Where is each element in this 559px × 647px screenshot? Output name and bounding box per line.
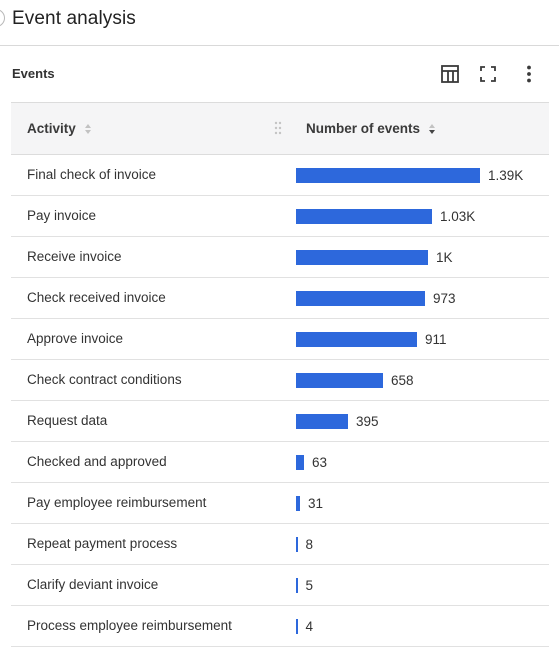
activity-cell: Repeat payment process [27, 536, 178, 551]
events-cell: 658 [296, 360, 414, 400]
event-count-bar [296, 413, 348, 429]
fullscreen-icon [480, 66, 496, 82]
page-title: Event analysis [12, 8, 136, 29]
event-count-label: 4 [305, 618, 314, 634]
activity-cell: Pay invoice [27, 208, 97, 223]
events-cell: 911 [296, 319, 447, 359]
table-row[interactable]: Pay invoice 1.03K [11, 196, 549, 237]
more-options-button[interactable] [518, 63, 540, 85]
activity-cell: Check contract conditions [27, 372, 182, 387]
event-count-bar [296, 372, 383, 388]
event-count-label: 8 [305, 536, 314, 552]
table-row[interactable]: Receive invoice 1K [11, 237, 549, 278]
more-vertical-icon [527, 65, 531, 83]
table-view-button[interactable] [439, 63, 461, 85]
events-cell: 1.39K [296, 155, 523, 195]
event-count-label: 1K [436, 249, 453, 265]
events-cell: 5 [296, 565, 313, 605]
table-row[interactable]: Request data 395 [11, 401, 549, 442]
event-count-label: 5 [305, 577, 314, 593]
activity-cell: Request data [27, 413, 108, 428]
window-edge-circle [0, 9, 5, 27]
table-row[interactable]: Repeat payment process 8 [11, 524, 549, 565]
column-resize-handle-icon[interactable] [273, 121, 283, 140]
table-row[interactable]: Clarify deviant invoice 5 [11, 565, 549, 606]
event-count-label: 1.03K [440, 208, 476, 224]
event-count-bar [296, 536, 298, 552]
activity-cell: Clarify deviant invoice [27, 577, 159, 592]
fullscreen-button[interactable] [477, 63, 499, 85]
events-cell: 1.03K [296, 196, 475, 236]
event-count-bar [296, 618, 298, 634]
activity-cell: Approve invoice [27, 331, 124, 346]
sort-both-icon[interactable] [84, 123, 92, 135]
activity-cell: Final check of invoice [27, 167, 157, 182]
event-count-bar [296, 495, 300, 511]
activity-cell: Receive invoice [27, 249, 122, 264]
events-cell: 395 [296, 401, 379, 441]
table-row[interactable]: Check received invoice 973 [11, 278, 549, 319]
table-row[interactable]: Check contract conditions 658 [11, 360, 549, 401]
table-row[interactable]: Checked and approved 63 [11, 442, 549, 483]
event-count-label: 911 [425, 331, 447, 347]
events-cell: 4 [296, 606, 313, 646]
column-header-events[interactable]: Number of events [306, 103, 436, 154]
table-row[interactable]: Approve invoice 911 [11, 319, 549, 360]
events-table: Activity Number of events [11, 102, 549, 647]
table-header: Activity Number of events [11, 102, 549, 155]
event-count-bar [296, 167, 480, 183]
event-count-label: 658 [391, 372, 414, 388]
table-row[interactable]: Process employee reimbursement 4 [11, 606, 549, 647]
event-count-bar [296, 208, 432, 224]
event-count-bar [296, 454, 304, 470]
events-cell: 1K [296, 237, 453, 277]
header-divider [0, 45, 559, 46]
events-cell: 973 [296, 278, 456, 318]
panel-title: Events [12, 66, 55, 81]
column-header-activity[interactable]: Activity [27, 103, 92, 154]
events-cell: 8 [296, 524, 313, 564]
activity-cell: Checked and approved [27, 454, 167, 469]
event-count-label: 31 [308, 495, 324, 511]
event-count-label: 1.39K [488, 167, 524, 183]
event-count-bar [296, 249, 428, 265]
event-count-label: 395 [356, 413, 379, 429]
table-row[interactable]: Pay employee reimbursement 31 [11, 483, 549, 524]
event-count-bar [296, 290, 425, 306]
event-count-bar [296, 331, 417, 347]
table-icon [441, 65, 459, 83]
events-cell: 63 [296, 442, 327, 482]
column-header-activity-label: Activity [27, 121, 76, 136]
activity-cell: Process employee reimbursement [27, 618, 232, 633]
event-count-label: 973 [433, 290, 456, 306]
sort-descending-icon[interactable] [428, 123, 436, 135]
table-row[interactable]: Final check of invoice 1.39K [11, 155, 549, 196]
activity-cell: Check received invoice [27, 290, 166, 305]
event-count-label: 63 [312, 454, 328, 470]
activity-cell: Pay employee reimbursement [27, 495, 207, 510]
event-count-bar [296, 577, 298, 593]
column-header-events-label: Number of events [306, 121, 421, 136]
events-cell: 31 [296, 483, 323, 523]
table-body: Final check of invoice 1.39K Pay invoice 1.… [11, 155, 549, 647]
